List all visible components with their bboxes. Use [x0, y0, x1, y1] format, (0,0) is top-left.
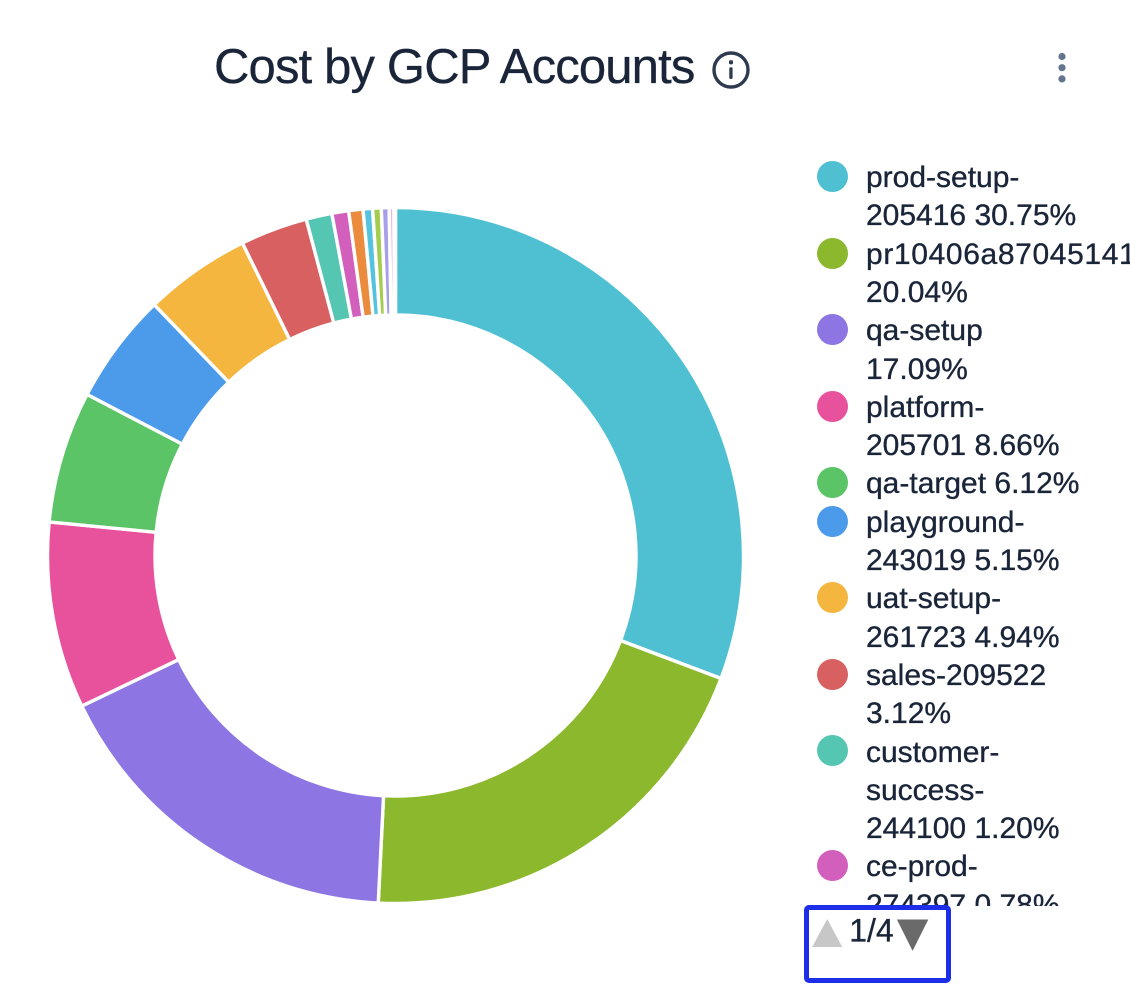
svg-text:1/4: 1/4	[849, 913, 893, 949]
